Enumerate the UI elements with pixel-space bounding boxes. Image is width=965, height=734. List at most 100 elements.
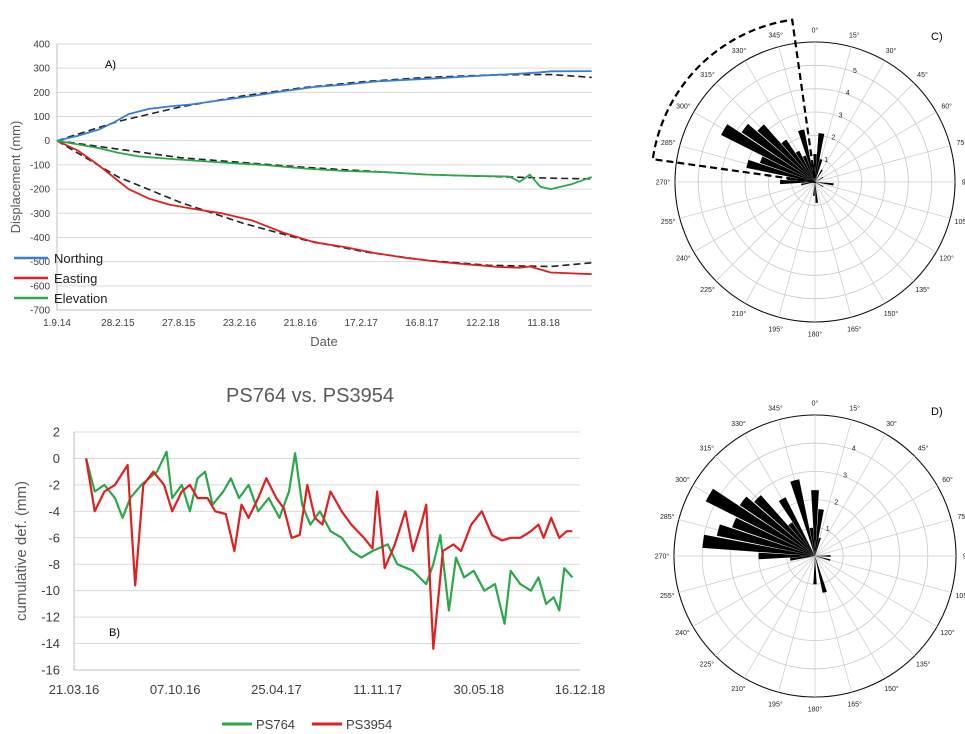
y-axis-title: cumulative def. (mm) — [13, 481, 30, 621]
direction-label: 30° — [886, 420, 897, 428]
direction-spoke — [778, 555, 816, 693]
y-tick-label: -4 — [48, 504, 60, 519]
direction-spoke — [692, 555, 816, 627]
direction-label: 75° — [957, 513, 965, 521]
direction-spoke — [778, 181, 816, 318]
rose-bar — [815, 182, 819, 203]
direction-label: 135° — [915, 286, 930, 294]
rose-bar — [813, 153, 817, 182]
rose-bar — [788, 522, 815, 556]
radial-tick-label: 3 — [843, 473, 847, 480]
x-tick-label: 1.9.14 — [43, 318, 71, 329]
x-tick-label: 21.8.16 — [284, 318, 318, 329]
trend-line — [56, 140, 592, 268]
y-tick-label: -700 — [30, 306, 50, 317]
rose-bar — [705, 488, 815, 556]
y-axis-title: Displacement (mm) — [8, 121, 23, 234]
trend-line — [56, 139, 592, 180]
direction-label: 195° — [768, 700, 783, 708]
direction-spoke — [814, 145, 951, 183]
x-tick-label: 16.8.17 — [405, 318, 439, 329]
direction-label: 75° — [957, 139, 965, 147]
direction-spoke — [814, 555, 938, 627]
x-tick-label: 17.2.17 — [344, 318, 378, 329]
rose-bar — [815, 555, 831, 557]
direction-label: 330° — [732, 47, 747, 55]
direction-label: 225° — [700, 286, 715, 294]
y-tick-label: 200 — [33, 88, 50, 99]
y-tick-label: -600 — [30, 281, 50, 292]
rose-bar — [754, 495, 815, 556]
radial-tick-label: 2 — [831, 135, 835, 142]
panel-label-a: A) — [105, 59, 116, 71]
direction-label: 255° — [661, 218, 676, 226]
x-axis-title: Date — [310, 334, 337, 349]
rose-bar — [780, 179, 815, 185]
direction-label: 270° — [655, 553, 670, 561]
y-tick-label: -300 — [30, 209, 50, 220]
rose-bar — [815, 169, 823, 182]
direction-spoke — [814, 555, 915, 656]
direction-spoke — [679, 181, 816, 219]
rose-bar — [746, 159, 815, 182]
direction-spoke — [814, 519, 952, 557]
y-tick-label: -14 — [41, 636, 60, 651]
direction-label: 45° — [918, 444, 929, 452]
direction-label: 150° — [884, 685, 899, 693]
rose-bar — [790, 556, 815, 561]
direction-label: 180° — [808, 706, 823, 714]
rose-bar — [790, 479, 815, 556]
direction-label: 135° — [916, 661, 931, 669]
x-tick-label: 30.05.18 — [453, 682, 504, 697]
radial-tick-label: 4 — [852, 446, 856, 453]
direction-spoke — [814, 82, 915, 183]
panel-label-b: B) — [109, 627, 120, 639]
panel-label: C) — [931, 31, 943, 43]
direction-label: 120° — [940, 629, 955, 637]
direction-spoke — [814, 181, 915, 282]
radial-tick-label: 1 — [824, 157, 828, 164]
series-line-easting — [56, 139, 592, 276]
panel-d-rose-diagram: 0° 15° 30° 45° 60° 75° 90° 105° 120° 135° 150° 165°… — [655, 400, 965, 714]
direction-label: 60° — [941, 103, 952, 111]
y-tick-label: -400 — [30, 233, 50, 244]
rose-bar — [781, 139, 815, 182]
y-tick-label: 100 — [33, 112, 50, 123]
legend-label-elevation: Elevation — [54, 291, 107, 306]
rose-bar — [778, 497, 815, 556]
series-line-northing — [56, 70, 592, 142]
y-tick-label: -16 — [41, 663, 60, 678]
direction-spoke — [814, 181, 937, 253]
rose-bar — [716, 524, 815, 556]
direction-spoke — [814, 433, 886, 557]
y-tick-label: 0 — [53, 451, 60, 466]
highlight-sector — [651, 18, 817, 184]
direction-spoke — [814, 419, 852, 557]
panel-a-displacement-chart: 400 300 200 100 0 -100 -200 -300 -400 -500 -600 -70… — [8, 40, 593, 349]
rose-bar — [815, 159, 823, 182]
rose-bar — [732, 517, 815, 556]
direction-spoke — [693, 181, 816, 253]
direction-label: 225° — [700, 661, 715, 669]
x-tick-label: 07.10.16 — [150, 682, 201, 697]
direction-spoke — [715, 181, 816, 282]
legend-label-ps3954: PS3954 — [346, 717, 392, 732]
direction-label: 105° — [955, 218, 965, 226]
y-tick-label: -10 — [41, 583, 60, 598]
rose-bar — [815, 537, 821, 556]
rose-bar — [795, 150, 815, 182]
x-tick-label: 11.8.18 — [527, 318, 560, 329]
rose-bar — [702, 534, 815, 556]
series-line-ps764 — [85, 450, 574, 625]
direction-spoke — [814, 555, 952, 593]
y-tick-label: 0 — [44, 136, 50, 147]
y-tick-label: -6 — [48, 530, 60, 545]
direction-label: 15° — [849, 32, 860, 40]
rose-bar — [758, 552, 815, 560]
direction-label: 270° — [656, 179, 671, 187]
direction-spoke — [814, 111, 937, 183]
direction-label: 165° — [847, 700, 862, 708]
rose-bar — [813, 556, 817, 585]
x-tick-label: 28.2.15 — [101, 318, 135, 329]
rose-bar — [815, 133, 825, 182]
